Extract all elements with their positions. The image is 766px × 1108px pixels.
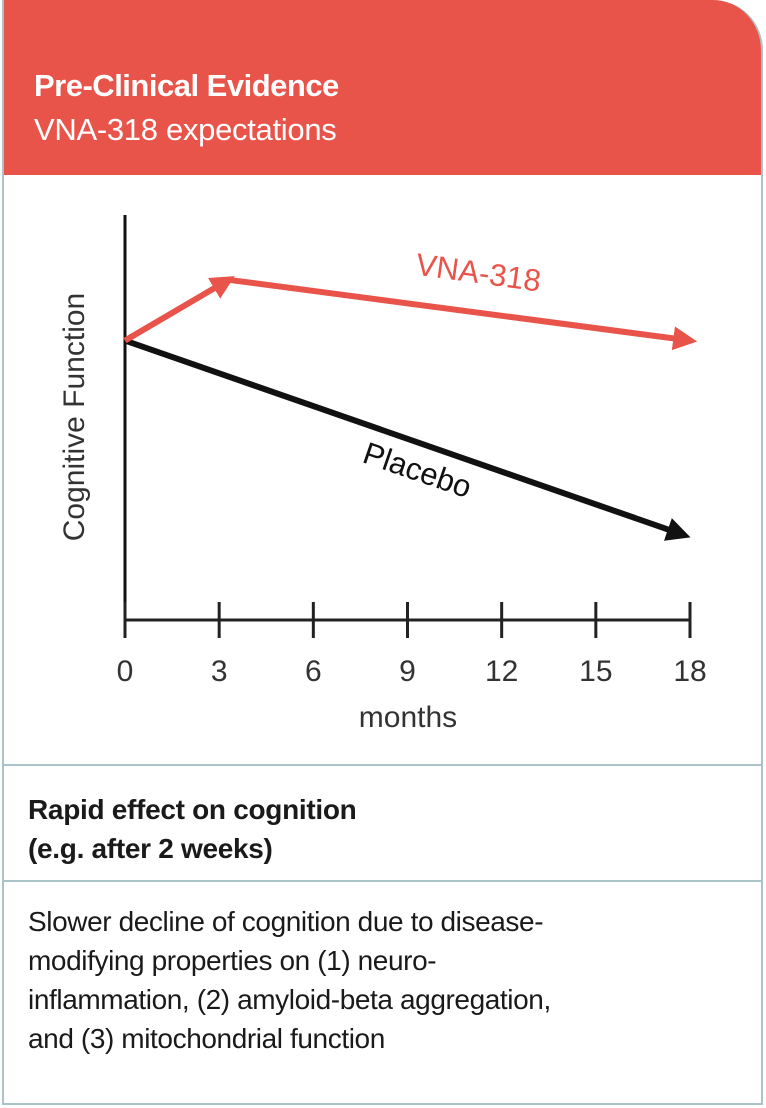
- series-label-vna-318: VNA-318: [414, 247, 543, 299]
- x-tick-label-15: 15: [579, 655, 612, 688]
- x-tick-label-6: 6: [305, 655, 322, 688]
- rapid-effect-section: Rapid effect on cognition (e.g. after 2 …: [4, 764, 761, 882]
- y-axis-label: Cognitive Function: [58, 293, 91, 541]
- series-label-placebo: Placebo: [359, 435, 476, 505]
- rapid-effect-heading: Rapid effect on cognition (e.g. after 2 …: [28, 790, 357, 868]
- slower-decline-line: inflammation, (2) amyloid-beta aggregati…: [28, 984, 551, 1015]
- series-vna-318-segment-1: [123, 276, 235, 344]
- rapid-effect-line-2: (e.g. after 2 weeks): [28, 833, 273, 864]
- slower-decline-line: modifying properties on (1) neuro-: [28, 945, 437, 976]
- x-tick-label-0: 0: [117, 655, 134, 688]
- slower-decline-line: Slower decline of cognition due to disea…: [28, 906, 544, 937]
- x-tick-label-18: 18: [673, 655, 706, 688]
- series-vna-318-segment-2: [228, 276, 698, 351]
- slower-decline-text: Slower decline of cognition due to disea…: [28, 902, 748, 1058]
- x-tick-label-9: 9: [399, 655, 416, 688]
- slower-decline-line: and (3) mitochondrial function: [28, 1023, 385, 1054]
- cognition-chart: 0 3 6 9 12 15 18 months Cognitive Function VNA…: [58, 215, 707, 734]
- x-tick-label-12: 12: [485, 655, 518, 688]
- series-placebo-segment-1: [124, 337, 691, 541]
- x-axis-label: months: [359, 701, 457, 734]
- slower-decline-section: Slower decline of cognition due to disea…: [4, 882, 761, 1103]
- card-subtitle: VNA-318 expectations: [34, 112, 337, 147]
- x-tick-label-3: 3: [211, 655, 228, 688]
- card-title: Pre-Clinical Evidence: [34, 68, 339, 103]
- rapid-effect-line-1: Rapid effect on cognition: [28, 794, 357, 825]
- card-header: Pre-Clinical Evidence VNA-318 expectatio…: [4, 0, 761, 175]
